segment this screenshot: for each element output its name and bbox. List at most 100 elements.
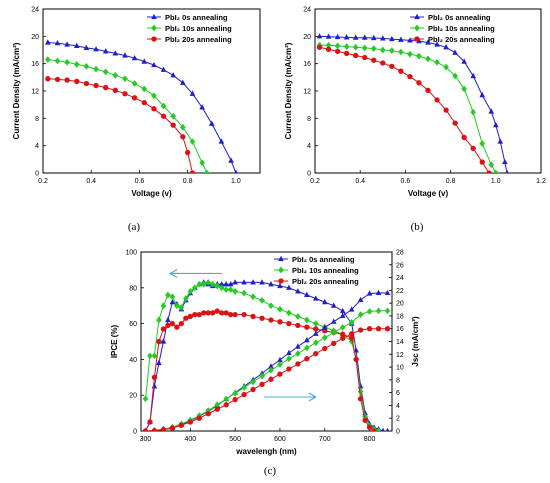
data-point	[187, 313, 193, 320]
data-point	[452, 72, 458, 80]
data-point	[102, 68, 109, 76]
arrow-head	[308, 392, 317, 402]
data-point	[223, 402, 229, 408]
data-point	[209, 280, 216, 288]
data-point	[286, 284, 292, 290]
data-point	[214, 282, 220, 290]
data-point	[313, 330, 319, 336]
x-tick-label: 0.2	[38, 178, 48, 185]
data-point	[45, 56, 51, 63]
data-point	[325, 41, 332, 49]
legend-marker	[278, 266, 284, 274]
data-point	[352, 43, 359, 51]
y-axis-label: IPCE (%)	[110, 325, 119, 359]
data-point	[160, 302, 167, 310]
data-point	[352, 34, 359, 40]
data-point	[169, 425, 176, 431]
x-tick-label: 400	[184, 436, 196, 443]
x-tick-label: 0.8	[183, 178, 193, 185]
data-point	[199, 159, 205, 167]
data-point	[228, 157, 234, 163]
data-point	[147, 352, 153, 360]
legend-marker	[414, 36, 420, 42]
data-point	[277, 319, 283, 325]
y-tick-label: 4	[307, 143, 311, 150]
y2-tick-label: 20	[396, 301, 404, 308]
x-tick-label: 1.0	[491, 178, 501, 185]
series-line	[145, 310, 388, 431]
data-point	[316, 44, 323, 50]
data-point	[180, 123, 186, 131]
data-point	[407, 37, 413, 43]
data-point	[187, 419, 193, 425]
data-point	[384, 307, 391, 315]
data-point	[334, 33, 341, 40]
data-point	[479, 159, 485, 165]
y2-tick-label: 14	[396, 339, 404, 346]
legend-label: PbI₂ 0s annealing	[165, 13, 228, 22]
data-point	[339, 324, 346, 331]
data-point	[384, 289, 391, 296]
data-point	[316, 33, 323, 39]
data-point	[425, 87, 431, 93]
data-point	[64, 41, 70, 47]
data-point	[461, 58, 467, 64]
y2-tick-label: 8	[396, 377, 400, 384]
data-point	[227, 311, 234, 318]
data-point	[234, 169, 238, 173]
data-point	[304, 337, 310, 343]
legend-label: PbI₂ 0s annealing	[428, 13, 491, 22]
data-point	[205, 407, 212, 414]
data-point	[241, 279, 247, 285]
data-point	[398, 36, 404, 42]
data-point	[122, 52, 128, 58]
data-point	[486, 170, 492, 173]
figure-caption: (b)	[411, 221, 424, 233]
data-point	[330, 318, 337, 324]
data-point	[407, 73, 413, 80]
data-point	[241, 391, 247, 398]
data-point	[103, 84, 109, 91]
data-point	[131, 80, 138, 87]
data-point	[170, 72, 176, 78]
data-point	[241, 311, 247, 318]
data-point	[151, 61, 157, 68]
data-point	[169, 293, 176, 301]
data-point	[214, 406, 220, 412]
data-point	[93, 46, 99, 52]
data-point	[232, 397, 238, 403]
data-point	[45, 76, 51, 82]
data-point	[122, 91, 128, 97]
data-point	[370, 34, 377, 41]
data-point	[304, 324, 310, 330]
data-point	[268, 281, 274, 287]
data-point	[330, 329, 337, 336]
data-point	[165, 316, 171, 323]
data-point	[223, 310, 229, 316]
data-point	[189, 138, 196, 145]
data-point	[505, 169, 509, 173]
data-point	[295, 361, 301, 367]
plot-area	[142, 279, 391, 431]
data-point	[268, 317, 274, 323]
data-point	[73, 60, 80, 68]
data-point	[54, 76, 61, 83]
data-point	[142, 395, 149, 403]
data-point	[268, 302, 274, 310]
data-point	[83, 44, 90, 51]
data-point	[452, 120, 458, 126]
data-point	[131, 54, 138, 61]
data-point	[375, 326, 382, 332]
data-point	[331, 340, 337, 347]
data-point	[151, 106, 157, 112]
x-tick-label: 600	[274, 436, 286, 443]
data-point	[151, 374, 158, 380]
data-point	[325, 46, 332, 52]
data-point	[362, 54, 368, 61]
data-point	[493, 169, 499, 173]
data-point	[343, 43, 350, 50]
data-point	[227, 281, 234, 287]
legend-label: PbI₂ 20s annealing	[428, 35, 495, 44]
data-point	[353, 52, 359, 59]
data-point	[214, 401, 220, 409]
